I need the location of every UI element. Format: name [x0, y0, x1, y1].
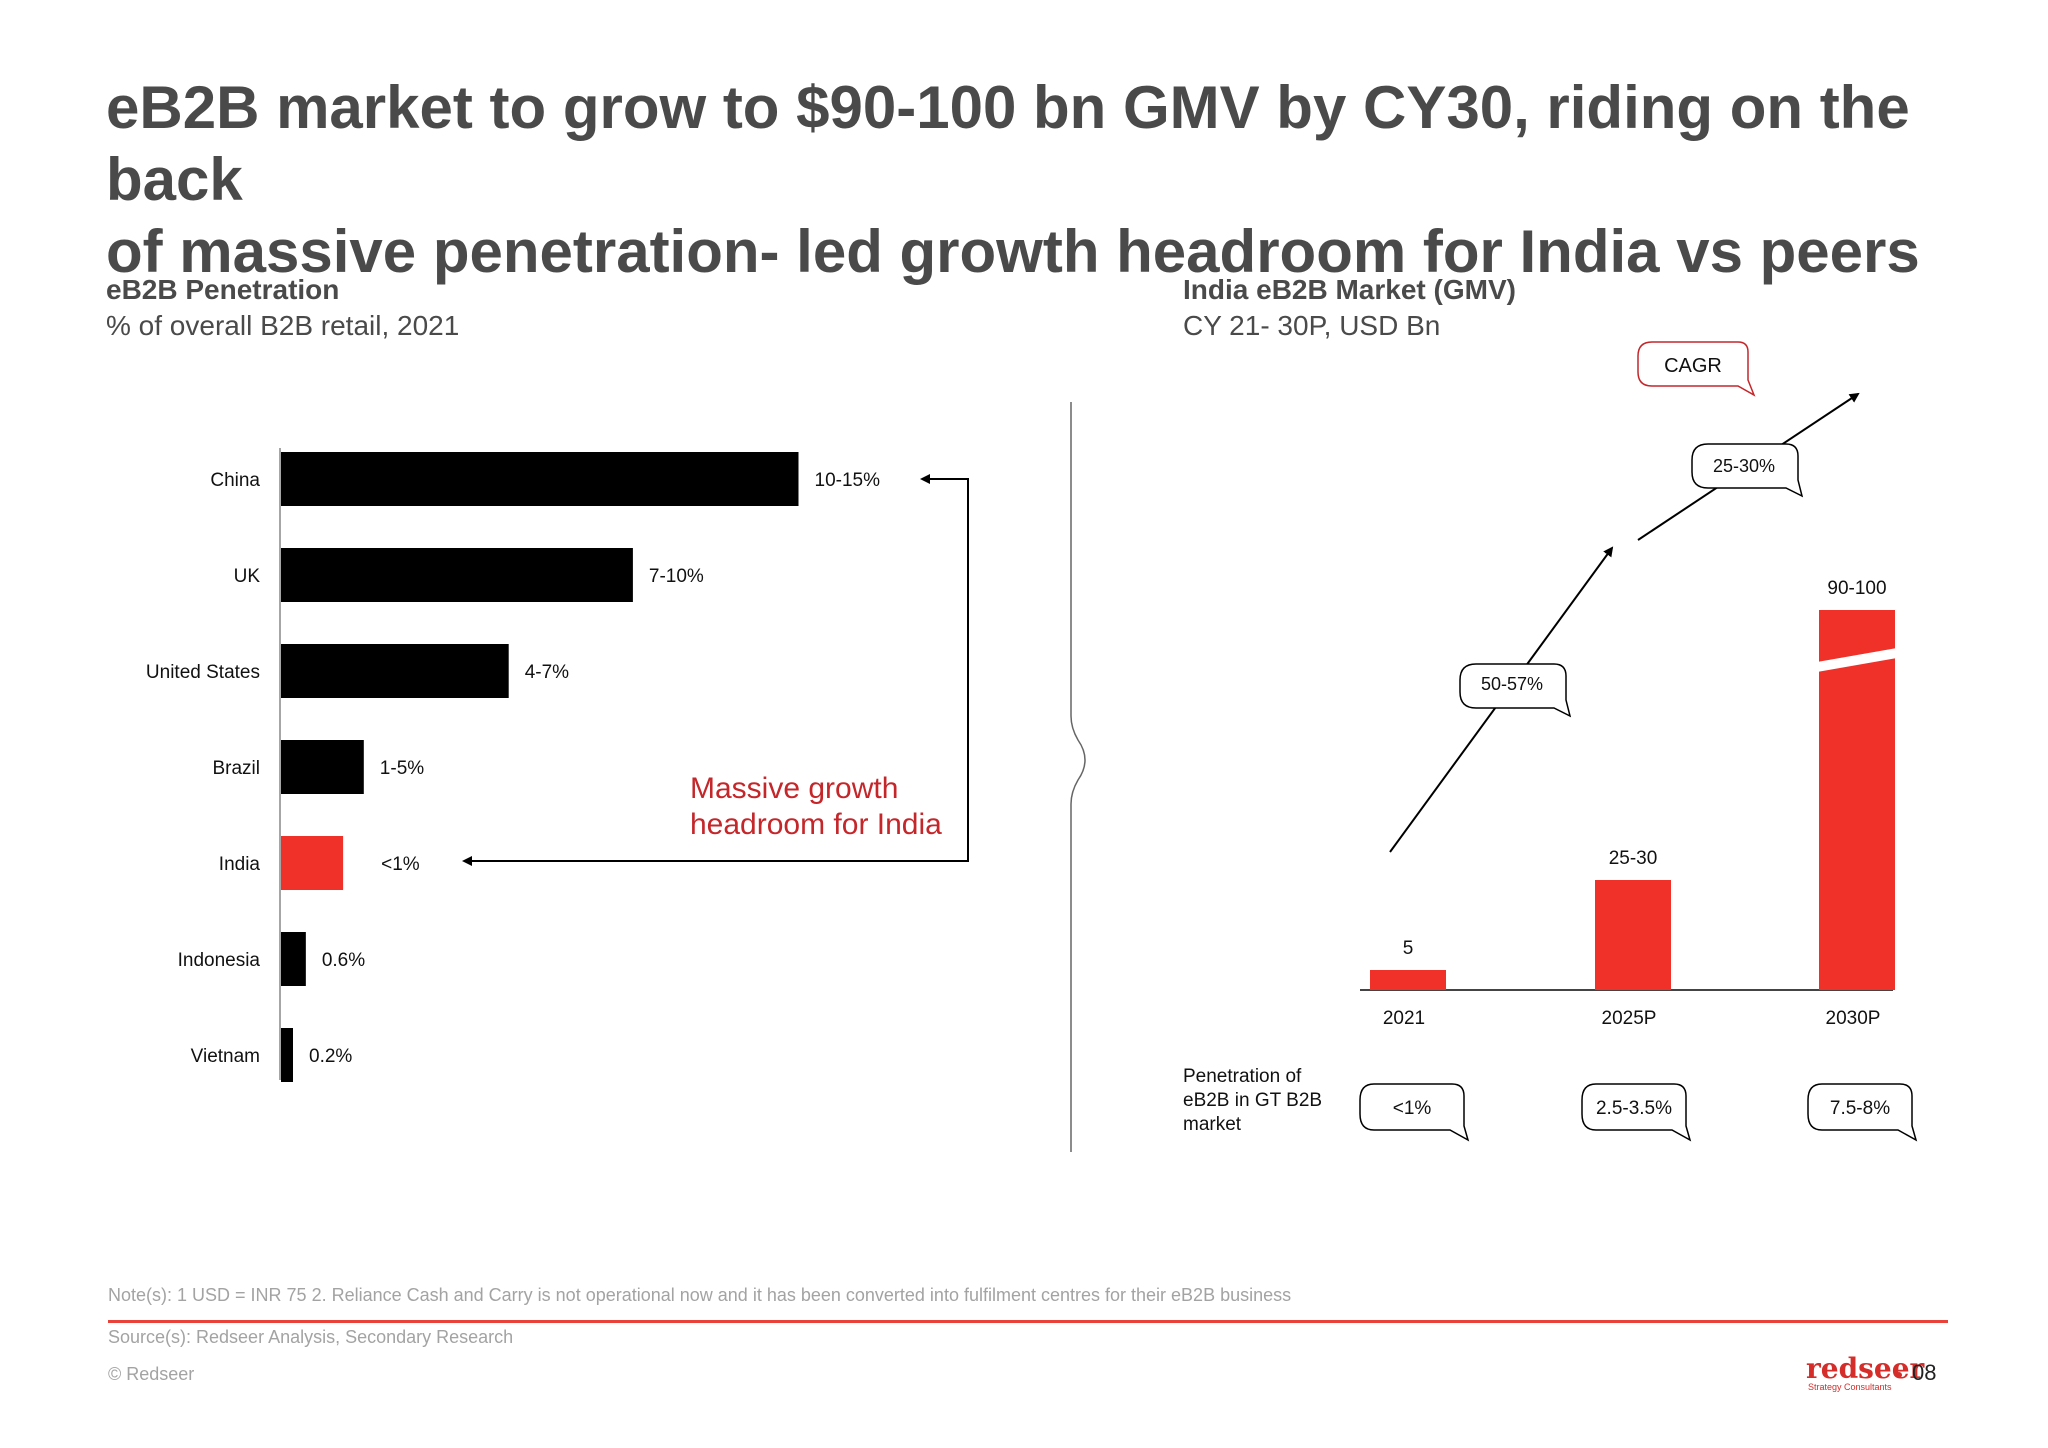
left-chart-subtitle: % of overall B2B retail, 2021	[106, 310, 460, 341]
gmv-bar-2030p	[1819, 610, 1895, 990]
category-label: United States	[146, 662, 260, 683]
category-label: Indonesia	[178, 950, 261, 971]
value-label: 0.6%	[322, 950, 365, 971]
category-label: UK	[234, 566, 261, 587]
penetration-bar-united-states	[281, 644, 509, 698]
penetration-bar-china	[281, 452, 799, 506]
value-label: 7-10%	[649, 566, 704, 587]
page-number: 08	[1912, 1360, 1937, 1385]
penetration-value: 7.5-8%	[1830, 1098, 1890, 1119]
penetration-label-2: eB2B in GT B2B	[1183, 1090, 1322, 1111]
gmv-value-label: 5	[1403, 938, 1414, 959]
value-label: 1-5%	[380, 758, 424, 779]
value-label: 10-15%	[815, 470, 881, 491]
page-dot	[1896, 1372, 1902, 1378]
year-label: 2025P	[1602, 1008, 1657, 1029]
category-label: Vietnam	[191, 1046, 260, 1067]
gmv-value-label: 90-100	[1827, 578, 1886, 599]
note-text: Note(s): 1 USD = INR 75 2. Reliance Cash…	[108, 1285, 1292, 1305]
penetration-bar-indonesia	[281, 932, 306, 986]
footer-divider	[108, 1320, 1948, 1323]
annotation-line-2: headroom for India	[690, 808, 942, 841]
penetration-box	[1359, 1083, 1470, 1142]
annotation-line-1: Massive growth	[690, 772, 898, 805]
page-title: eB2B market to grow to $90-100 bn GMV by…	[106, 72, 1986, 288]
penetration-box	[1807, 1083, 1918, 1142]
copyright-text: © Redseer	[108, 1364, 195, 1384]
source-text: Source(s): Redseer Analysis, Secondary R…	[108, 1327, 514, 1347]
category-label: China	[210, 470, 260, 491]
left-chart-title: eB2B Penetration	[106, 274, 340, 305]
penetration-label-1: Penetration of	[1183, 1066, 1302, 1087]
penetration-bar-brazil	[281, 740, 364, 794]
right-chart-title: India eB2B Market (GMV)	[1183, 274, 1516, 305]
gmv-bar-2021	[1370, 970, 1446, 990]
redseer-logo-subtitle: Strategy Consultants	[1808, 1382, 1892, 1392]
cagr-title: CAGR	[1664, 355, 1722, 377]
value-label: 0.2%	[309, 1046, 352, 1067]
right-chart-subtitle: CY 21- 30P, USD Bn	[1183, 310, 1441, 341]
cagr-label-1: 50-57%	[1481, 674, 1543, 694]
penetration-value: 2.5-3.5%	[1596, 1098, 1672, 1119]
annotation-bracket	[462, 478, 969, 866]
penetration-bar-india	[281, 836, 344, 890]
penetration-bar-uk	[281, 548, 633, 602]
redseer-logo: redseer	[1806, 1352, 1925, 1385]
category-label: Brazil	[212, 758, 260, 779]
penetration-label-3: market	[1183, 1114, 1242, 1135]
cagr-title-box	[1637, 341, 1756, 397]
year-label: 2030P	[1826, 1008, 1881, 1029]
page-title-line-1: eB2B market to grow to $90-100 bn GMV by…	[106, 74, 1910, 213]
value-label: <1%	[381, 854, 420, 875]
chart-divider	[1070, 402, 1086, 1152]
gmv-bar-2025p	[1595, 880, 1671, 990]
category-label: India	[219, 854, 261, 875]
cagr-label-box-1	[1459, 663, 1572, 718]
penetration-bar-vietnam	[281, 1028, 293, 1082]
page-title-line-2: of massive penetration- led growth headr…	[106, 218, 1920, 285]
value-label: 4-7%	[525, 662, 569, 683]
penetration-value: <1%	[1393, 1098, 1432, 1119]
axis-break-mark	[1817, 648, 1897, 672]
gmv-value-label: 25-30	[1609, 848, 1658, 869]
cagr-label-2: 25-30%	[1713, 456, 1775, 476]
penetration-box	[1581, 1083, 1692, 1142]
year-label: 2021	[1383, 1008, 1425, 1029]
cagr-label-box-2	[1691, 443, 1804, 498]
